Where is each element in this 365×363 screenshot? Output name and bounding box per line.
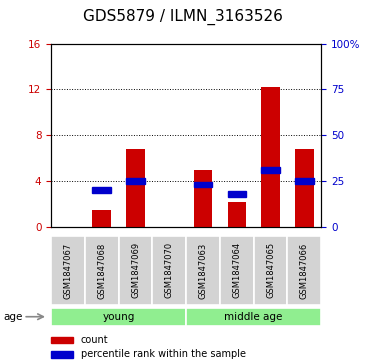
Bar xyxy=(153,236,186,305)
Bar xyxy=(295,149,314,227)
Text: GSM1847064: GSM1847064 xyxy=(232,242,241,298)
Text: count: count xyxy=(81,335,108,345)
Text: age: age xyxy=(4,312,23,322)
Bar xyxy=(51,337,73,343)
Text: GSM1847068: GSM1847068 xyxy=(97,242,106,298)
Bar xyxy=(186,308,321,326)
Bar xyxy=(254,236,287,305)
Text: middle age: middle age xyxy=(224,312,283,322)
Bar xyxy=(288,236,321,305)
Bar xyxy=(126,149,145,227)
Bar xyxy=(92,210,111,227)
Bar xyxy=(51,236,85,305)
Bar xyxy=(51,308,186,326)
Bar xyxy=(51,351,73,358)
Bar xyxy=(186,236,220,305)
Bar xyxy=(227,202,246,227)
Bar xyxy=(227,191,246,197)
Bar xyxy=(85,236,119,305)
Bar xyxy=(194,182,212,187)
Text: GSM1847063: GSM1847063 xyxy=(199,242,208,298)
Text: GSM1847069: GSM1847069 xyxy=(131,242,140,298)
Text: GSM1847067: GSM1847067 xyxy=(64,242,73,298)
Text: young: young xyxy=(103,312,135,322)
Bar xyxy=(220,236,254,305)
Bar xyxy=(119,236,153,305)
Text: GSM1847070: GSM1847070 xyxy=(165,242,174,298)
Text: percentile rank within the sample: percentile rank within the sample xyxy=(81,349,246,359)
Bar xyxy=(194,170,212,227)
Text: GDS5879 / ILMN_3163526: GDS5879 / ILMN_3163526 xyxy=(82,9,283,25)
Bar xyxy=(261,87,280,227)
Text: GSM1847065: GSM1847065 xyxy=(266,242,275,298)
Text: GSM1847066: GSM1847066 xyxy=(300,242,309,298)
Bar xyxy=(126,178,145,184)
Bar xyxy=(92,187,111,193)
Bar xyxy=(295,178,314,184)
Bar xyxy=(261,167,280,173)
